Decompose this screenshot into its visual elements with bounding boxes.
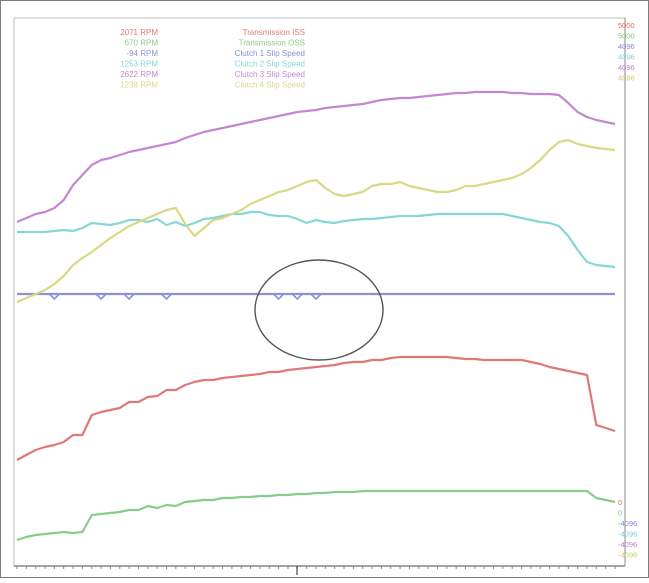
series-layer [16, 90, 616, 542]
right-axis-top-label: 4096 [618, 74, 635, 83]
legend-readout: 2071 RPM [120, 28, 158, 37]
series-line-clutch-4-slip-speed [16, 138, 616, 304]
series-line-transmission-oss [16, 489, 616, 542]
series-dip-clutch-1-3 [160, 293, 173, 301]
series-dip-clutch-1-2 [123, 293, 135, 301]
plot-area [13, 17, 626, 567]
legend-readout: -94 RPM [126, 49, 158, 58]
right-axis-labels: 50005000409640964096409600-4096-4096-409… [618, 21, 637, 560]
legend-series-name: Clutch 1 Slip Speed [235, 49, 305, 58]
series-dip-clutch-1-5 [291, 293, 303, 301]
series-line-clutch-2-slip-speed [17, 210, 616, 269]
right-axis-bottom-label: 0 [618, 509, 622, 518]
series-dip-clutch-1-6 [310, 293, 322, 301]
right-axis-top-label: 5000 [618, 21, 635, 30]
series-line-clutch-3-slip-speed [16, 90, 616, 224]
right-axis-top-label: 4096 [618, 63, 635, 72]
legend-readout: 2622 RPM [120, 70, 158, 79]
legend-series-name: Clutch 3 Slip Speed [235, 70, 305, 79]
series-dip-clutch-1-1 [95, 293, 107, 301]
right-axis-top-label: 4096 [618, 42, 635, 51]
right-axis-bottom-label: -4096 [618, 519, 637, 528]
series-dip-clutch-1-0 [48, 293, 60, 301]
legend-readout: 1253 RPM [120, 60, 158, 69]
series-line-transmission-iss [16, 355, 616, 461]
x-axis-ticks [16, 566, 616, 575]
series-dip-clutch-1-4 [273, 293, 285, 301]
legend-series-name: Clutch 2 Slip Speed [235, 60, 305, 69]
right-axis-top-label: 5000 [618, 32, 635, 41]
right-axis-bottom-label: -4096 [618, 530, 637, 539]
legend: 2071 RPM Transmission ISS 670 RPM Transmiss… [120, 28, 305, 90]
right-axis-top-label: 4096 [618, 53, 635, 62]
right-axis-bottom-label: -4096 [618, 540, 637, 549]
legend-series-name: Transmission ISS [243, 28, 305, 37]
legend-series-name: Clutch 4 Slip Speed [235, 81, 305, 90]
legend-readout: 1238 RPM [120, 81, 158, 90]
right-axis-bottom-label: 0 [618, 498, 622, 507]
legend-readout: 670 RPM [125, 39, 159, 48]
right-axis-bottom-label: -4096 [618, 551, 637, 560]
legend-series-name: Transmission OSS [239, 39, 305, 48]
highlight-ellipse-annotation [254, 259, 384, 361]
